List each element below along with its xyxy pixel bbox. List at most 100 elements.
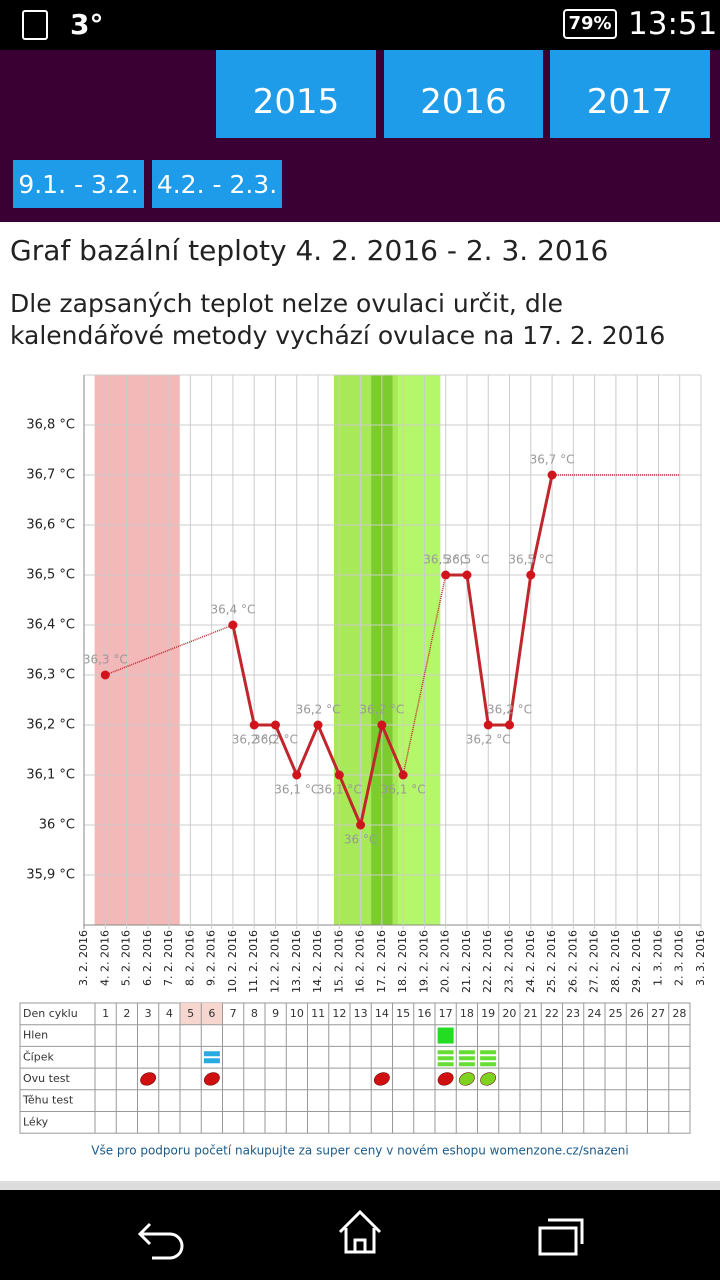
y-tick-label: 36,7 °C [26, 468, 75, 483]
cycle-day: 4 [166, 1007, 173, 1020]
recent-button[interactable] [538, 1218, 584, 1256]
data-label: 36,2 °C [466, 733, 511, 747]
ovu-test-icon [458, 1072, 475, 1086]
download-icon [22, 10, 48, 40]
x-tick-label: 3. 3. 2016 [694, 930, 707, 986]
data-label: 36,1 °C [381, 783, 426, 797]
x-tick-label: 22. 2. 2016 [481, 930, 494, 993]
data-point [228, 620, 238, 630]
x-tick-label: 8. 2. 2016 [183, 930, 196, 986]
mucus-icon [437, 1027, 454, 1044]
data-label: 36,7 °C [530, 453, 575, 467]
data-label: 36,4 °C [210, 603, 255, 617]
year-button[interactable]: 2016 [384, 50, 543, 138]
cycle-day: 27 [651, 1007, 665, 1020]
x-tick-label: 15. 2. 2016 [332, 930, 345, 993]
cervix-icon [437, 1056, 454, 1061]
x-tick-label: 12. 2. 2016 [268, 930, 281, 993]
x-tick-label: 23. 2. 2016 [503, 930, 516, 993]
data-label: 36,3 °C [83, 653, 128, 667]
x-tick-label: 29. 2. 2016 [630, 930, 643, 993]
row-label: Čípek [23, 1050, 54, 1063]
x-tick-label: 25. 2. 2016 [545, 930, 558, 993]
cycle-day: 5 [187, 1007, 194, 1020]
y-tick-label: 36,2 °C [26, 718, 75, 733]
table-header: Den cyklu [23, 1007, 78, 1020]
data-label: 36,5 °C [423, 553, 468, 567]
data-label: 36,5 °C [445, 553, 490, 567]
ovu-test-icon [203, 1072, 220, 1086]
nav-icons [137, 1209, 584, 1260]
cycle-day: 9 [272, 1007, 279, 1020]
x-tick-label: 7. 2. 2016 [162, 930, 175, 986]
gap-connector [402, 574, 447, 776]
y-tick-label: 36,5 °C [26, 568, 75, 583]
cervix-icon [203, 1058, 220, 1064]
clock: 13:51 [628, 6, 718, 42]
cervix-icon [480, 1062, 497, 1067]
data-label: 36,2 °C [359, 703, 404, 717]
y-tick-label: 36,3 °C [26, 668, 75, 683]
data-point [441, 570, 451, 580]
cycle-day: 12 [332, 1007, 346, 1020]
data-point [483, 720, 493, 730]
year-button[interactable]: 2015 [216, 50, 376, 138]
subtitle: kalendářové metody vychází ovulace na 17… [10, 321, 666, 350]
data-label: 36,1 °C [317, 783, 362, 797]
x-tick-label: 2. 3. 2016 [673, 930, 686, 986]
home-button[interactable] [338, 1209, 382, 1254]
cycle-day: 23 [566, 1007, 580, 1020]
cycle-day: 18 [460, 1007, 474, 1020]
ovu-test-icon [480, 1072, 497, 1086]
divider [0, 1181, 720, 1191]
x-tick-label: 21. 2. 2016 [460, 930, 473, 993]
x-tick-label: 1. 3. 2016 [651, 930, 664, 986]
cervix-icon [437, 1050, 454, 1055]
cycle-day: 17 [439, 1007, 453, 1020]
data-point [356, 820, 366, 830]
row-label: Ovu test [23, 1072, 70, 1085]
data-point [313, 720, 323, 730]
cycle-day: 13 [354, 1007, 368, 1020]
year-button[interactable]: 2017 [550, 50, 710, 138]
chart-title: Graf bazální teploty 4. 2. 2016 - 2. 3. … [10, 234, 609, 267]
footer-link[interactable]: Vše pro podporu početí nakupujte za supe… [91, 1144, 628, 1158]
nav-bar [0, 1190, 720, 1280]
x-tick-label: 19. 2. 2016 [417, 930, 430, 993]
y-tick-label: 36 °C [39, 818, 75, 833]
row-label: Hlen [23, 1029, 48, 1042]
data-point [377, 720, 387, 730]
data-point [398, 770, 408, 780]
cervix-icon [203, 1051, 220, 1057]
cervix-icon [437, 1062, 454, 1067]
cycle-day: 16 [417, 1007, 431, 1020]
x-tick-label: 11. 2. 2016 [247, 930, 260, 993]
temperature: 3° [70, 8, 104, 41]
x-tick-label: 9. 2. 2016 [205, 930, 218, 986]
cycle-day: 11 [311, 1007, 325, 1020]
data-label: 36,5 °C [508, 553, 553, 567]
cycle-day: 24 [587, 1007, 601, 1020]
ovu-test-icon [437, 1072, 454, 1086]
cycle-button[interactable]: 9.1. - 3.2. [13, 160, 144, 208]
cycle-day: 6 [208, 1007, 215, 1020]
period-band [94, 375, 180, 925]
data-point [334, 770, 344, 780]
chart: 35,9 °C 36 °C 36,1 °C 36,2 °C 36,3 °C 36,4 °C… [19, 374, 707, 1158]
gap-connector [105, 624, 234, 676]
cycle-day: 20 [502, 1007, 516, 1020]
y-tick-label: 36,1 °C [26, 768, 75, 783]
cycle-button[interactable]: 4.2. - 2.3. [152, 160, 282, 208]
cycle-day: 3 [145, 1007, 152, 1020]
y-tick-label: 35,9 °C [26, 868, 75, 883]
data-point [292, 770, 302, 780]
x-tick-label: 4. 2. 2016 [98, 930, 111, 986]
row-label: Léky [23, 1115, 49, 1128]
cycle-day: 2 [123, 1007, 130, 1020]
x-tick-label: 26. 2. 2016 [566, 930, 579, 993]
x-tick-label: 5. 2. 2016 [120, 930, 133, 986]
ovu-test-icon [140, 1072, 157, 1086]
x-tick-label: 6. 2. 2016 [141, 930, 154, 986]
data-label: 36,2 °C [296, 703, 341, 717]
back-button[interactable] [137, 1222, 184, 1260]
